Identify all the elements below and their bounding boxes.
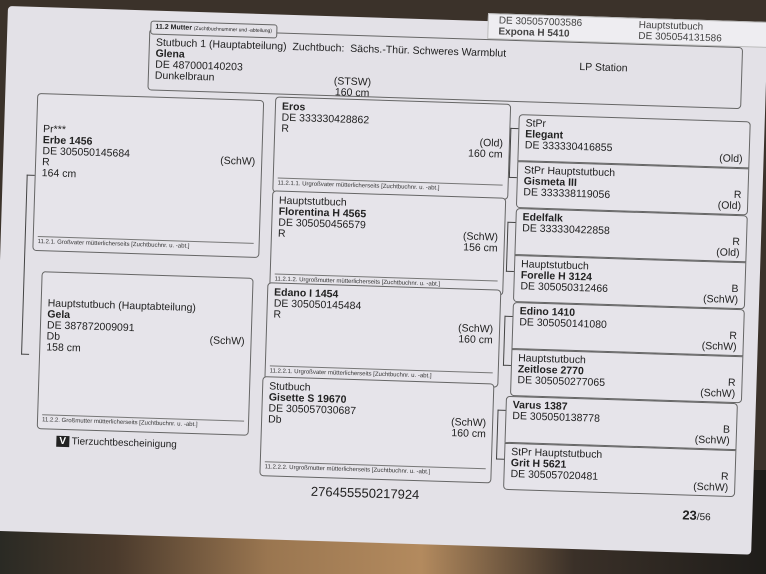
great-grandparent-box: Eros DE 333330428862 R (Old) 160 cm 11.2.… xyxy=(272,96,512,200)
horse-breed: (SchW) xyxy=(694,433,730,447)
gen4-box: StPr Hauptstutbuch Grit H 5621 DE 305057… xyxy=(503,442,737,498)
prefix xyxy=(282,102,504,109)
box-caption: 11.2.2.2. Urgroßmutter mütterlicherseits… xyxy=(264,461,486,481)
box-caption: 11.2.1. Großvater mütterlicherseits [Zuc… xyxy=(37,236,254,255)
bracket-line xyxy=(21,174,35,355)
overlap-text: DE 305054131586 xyxy=(638,30,722,45)
horse-breed: (Old) xyxy=(719,152,743,166)
horse-breed: (SchW) xyxy=(220,154,256,168)
pedigree-sheet: DE 305057003586 Hauptstutbuch Expona H 5… xyxy=(0,6,766,555)
logo-icon: V xyxy=(56,435,70,448)
horse-height: 160 cm xyxy=(451,427,486,441)
studbook-label: Zuchtbuch: xyxy=(292,40,345,55)
horse-breed: (SchW) xyxy=(702,292,739,307)
mother-tab: 11.2 Mutter (Zuchtbuchnummer und -abteil… xyxy=(150,20,278,39)
lp-station: LP Station xyxy=(579,60,628,75)
box-caption: 11.2.2. Großmutter mütterlicherseits [Zu… xyxy=(41,414,244,433)
horse-breed: (SchW) xyxy=(701,339,737,354)
horse-breed: (SchW) xyxy=(693,480,729,494)
granddam-box: Hauptstutbuch (Hauptabteilung) Gela DE 3… xyxy=(36,271,254,436)
certificate-label: V Tierzuchtbescheinigung xyxy=(56,435,177,451)
page-number: 23/56 xyxy=(682,507,711,524)
great-grandparent-box: Edano I 1454 DE 305050145484 R (SchW) 160… xyxy=(264,282,502,388)
gen4-box: Edino 1410 DE 305050141080 R (SchW) xyxy=(511,302,745,357)
certificate-text: Tierzuchtbescheinigung xyxy=(71,436,177,451)
document-code: 276455550217924 xyxy=(310,483,420,503)
horse-breed: (SchW) xyxy=(699,386,736,401)
horse-height: 156 cm xyxy=(463,241,498,255)
horse-breed: (Old) xyxy=(717,199,742,213)
gen4-box: Edelfalk DE 333330422858 R (Old) xyxy=(514,208,748,263)
gen4-box: Varus 1387 DE 305050138778 B (SchW) xyxy=(504,395,738,451)
horse-height: 160 cm xyxy=(467,147,503,161)
prefix: Hauptstutbuch (Hauptabteilung) xyxy=(47,297,197,315)
great-grandparent-box: Hauptstutbuch Florentina H 4565 DE 30505… xyxy=(269,190,507,296)
great-grandparent-box: Stutbuch Gisette S 19670 DE 305057030687… xyxy=(259,376,495,484)
gen4-box: StPr Hauptstutbuch Gismeta III DE 333338… xyxy=(515,161,750,216)
horse-id: DE 333330416855 xyxy=(524,139,613,155)
horse-id: DE 333330422858 xyxy=(522,222,611,238)
gen4-box: StPr Elegant DE 333330416855 (Old) xyxy=(517,114,751,169)
grandsire-box: Pr*** Erbe 1456 DE 305050145684 R 164 cm… xyxy=(32,92,265,259)
horse-id: DE 333338119056 xyxy=(523,186,611,202)
horse-breed: (Old) xyxy=(716,246,740,260)
horse-height: 160 cm xyxy=(458,333,493,347)
overlap-text: Expona H 5410 xyxy=(498,26,570,40)
gen4-box: Hauptstutbuch Zeitlose 2770 DE 305050277… xyxy=(509,348,744,404)
gen4-box: Hauptstutbuch Forelle H 3124 DE 30505031… xyxy=(512,255,747,310)
horse-breed: (SchW) xyxy=(209,334,245,348)
